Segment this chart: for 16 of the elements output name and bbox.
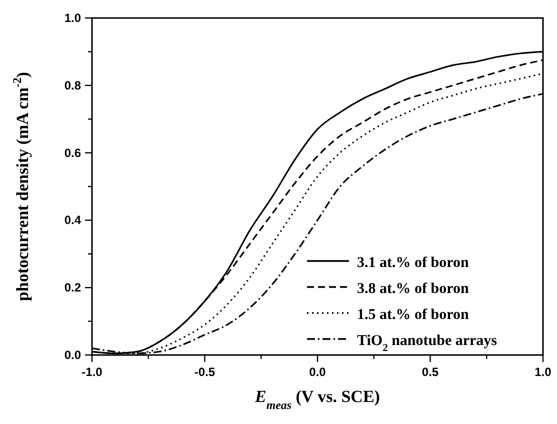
x-tick-label: -0.5 <box>194 365 216 379</box>
y-tick-label: 0.0 <box>64 348 82 362</box>
x-tick-label: -1.0 <box>82 365 103 379</box>
x-tick-label: 0.5 <box>422 365 439 379</box>
legend-label: 3.1 at.% of boron <box>357 255 470 271</box>
legend-label: 1.5 at.% of boron <box>357 307 470 323</box>
y-tick-label: 0.4 <box>64 213 82 228</box>
x-tick-label: 1.0 <box>534 365 552 379</box>
y-tick-label: 0.8 <box>64 78 82 92</box>
legend-label: 3.8 at.% of boron <box>357 281 470 297</box>
y-tick-label: 1.0 <box>64 11 82 25</box>
legend-label: TiO$_{2}$ nanotube arrays <box>357 333 498 354</box>
x-axis-title: E$_{meas}$ (V vs. SCE) <box>254 387 380 412</box>
y-tick-label: 0.2 <box>64 280 82 295</box>
x-tick-label: 0.0 <box>309 365 326 379</box>
y-tick-label: 0.6 <box>64 146 82 160</box>
